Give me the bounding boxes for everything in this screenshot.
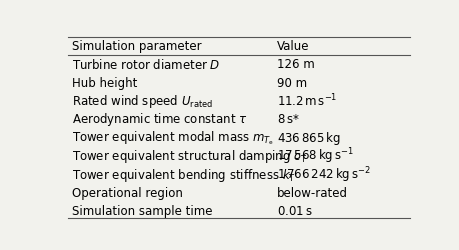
Text: Tower equivalent bending stiffness $k_\mathrm{T}$: Tower equivalent bending stiffness $k_\m… <box>72 166 295 184</box>
Text: $8\,\mathrm{s}$*: $8\,\mathrm{s}$* <box>276 113 299 126</box>
Text: $1\,766\,242\,\mathrm{kg\,s}^{-2}$: $1\,766\,242\,\mathrm{kg\,s}^{-2}$ <box>276 165 370 185</box>
Text: $17\,568\,\mathrm{kg\,s}^{-1}$: $17\,568\,\mathrm{kg\,s}^{-1}$ <box>276 147 353 167</box>
Text: Simulation sample time: Simulation sample time <box>72 206 212 218</box>
Text: 126 m: 126 m <box>276 58 314 71</box>
Text: Tower equivalent structural damping $c_\mathrm{T}$: Tower equivalent structural damping $c_\… <box>72 148 306 165</box>
Text: Value: Value <box>276 40 308 53</box>
Text: Simulation parameter: Simulation parameter <box>72 40 201 53</box>
Text: $436\,865\,\mathrm{kg}$: $436\,865\,\mathrm{kg}$ <box>276 130 340 147</box>
Text: Rated wind speed $U_{\mathrm{rated}}$: Rated wind speed $U_{\mathrm{rated}}$ <box>72 93 212 110</box>
Text: Tower equivalent modal mass $m_{T_\mathrm{e}}$: Tower equivalent modal mass $m_{T_\mathr… <box>72 130 274 147</box>
Text: Operational region: Operational region <box>72 187 182 200</box>
Text: Turbine rotor diameter $D$: Turbine rotor diameter $D$ <box>72 58 220 72</box>
Text: $11.2\,\mathrm{m\,s}^{-1}$: $11.2\,\mathrm{m\,s}^{-1}$ <box>276 93 336 110</box>
Text: Hub height: Hub height <box>72 76 137 90</box>
Text: 90 m: 90 m <box>276 76 306 90</box>
Text: $0.01\,\mathrm{s}$: $0.01\,\mathrm{s}$ <box>276 206 312 218</box>
Text: below-rated: below-rated <box>276 187 347 200</box>
Text: Aerodynamic time constant $\tau$: Aerodynamic time constant $\tau$ <box>72 111 246 128</box>
